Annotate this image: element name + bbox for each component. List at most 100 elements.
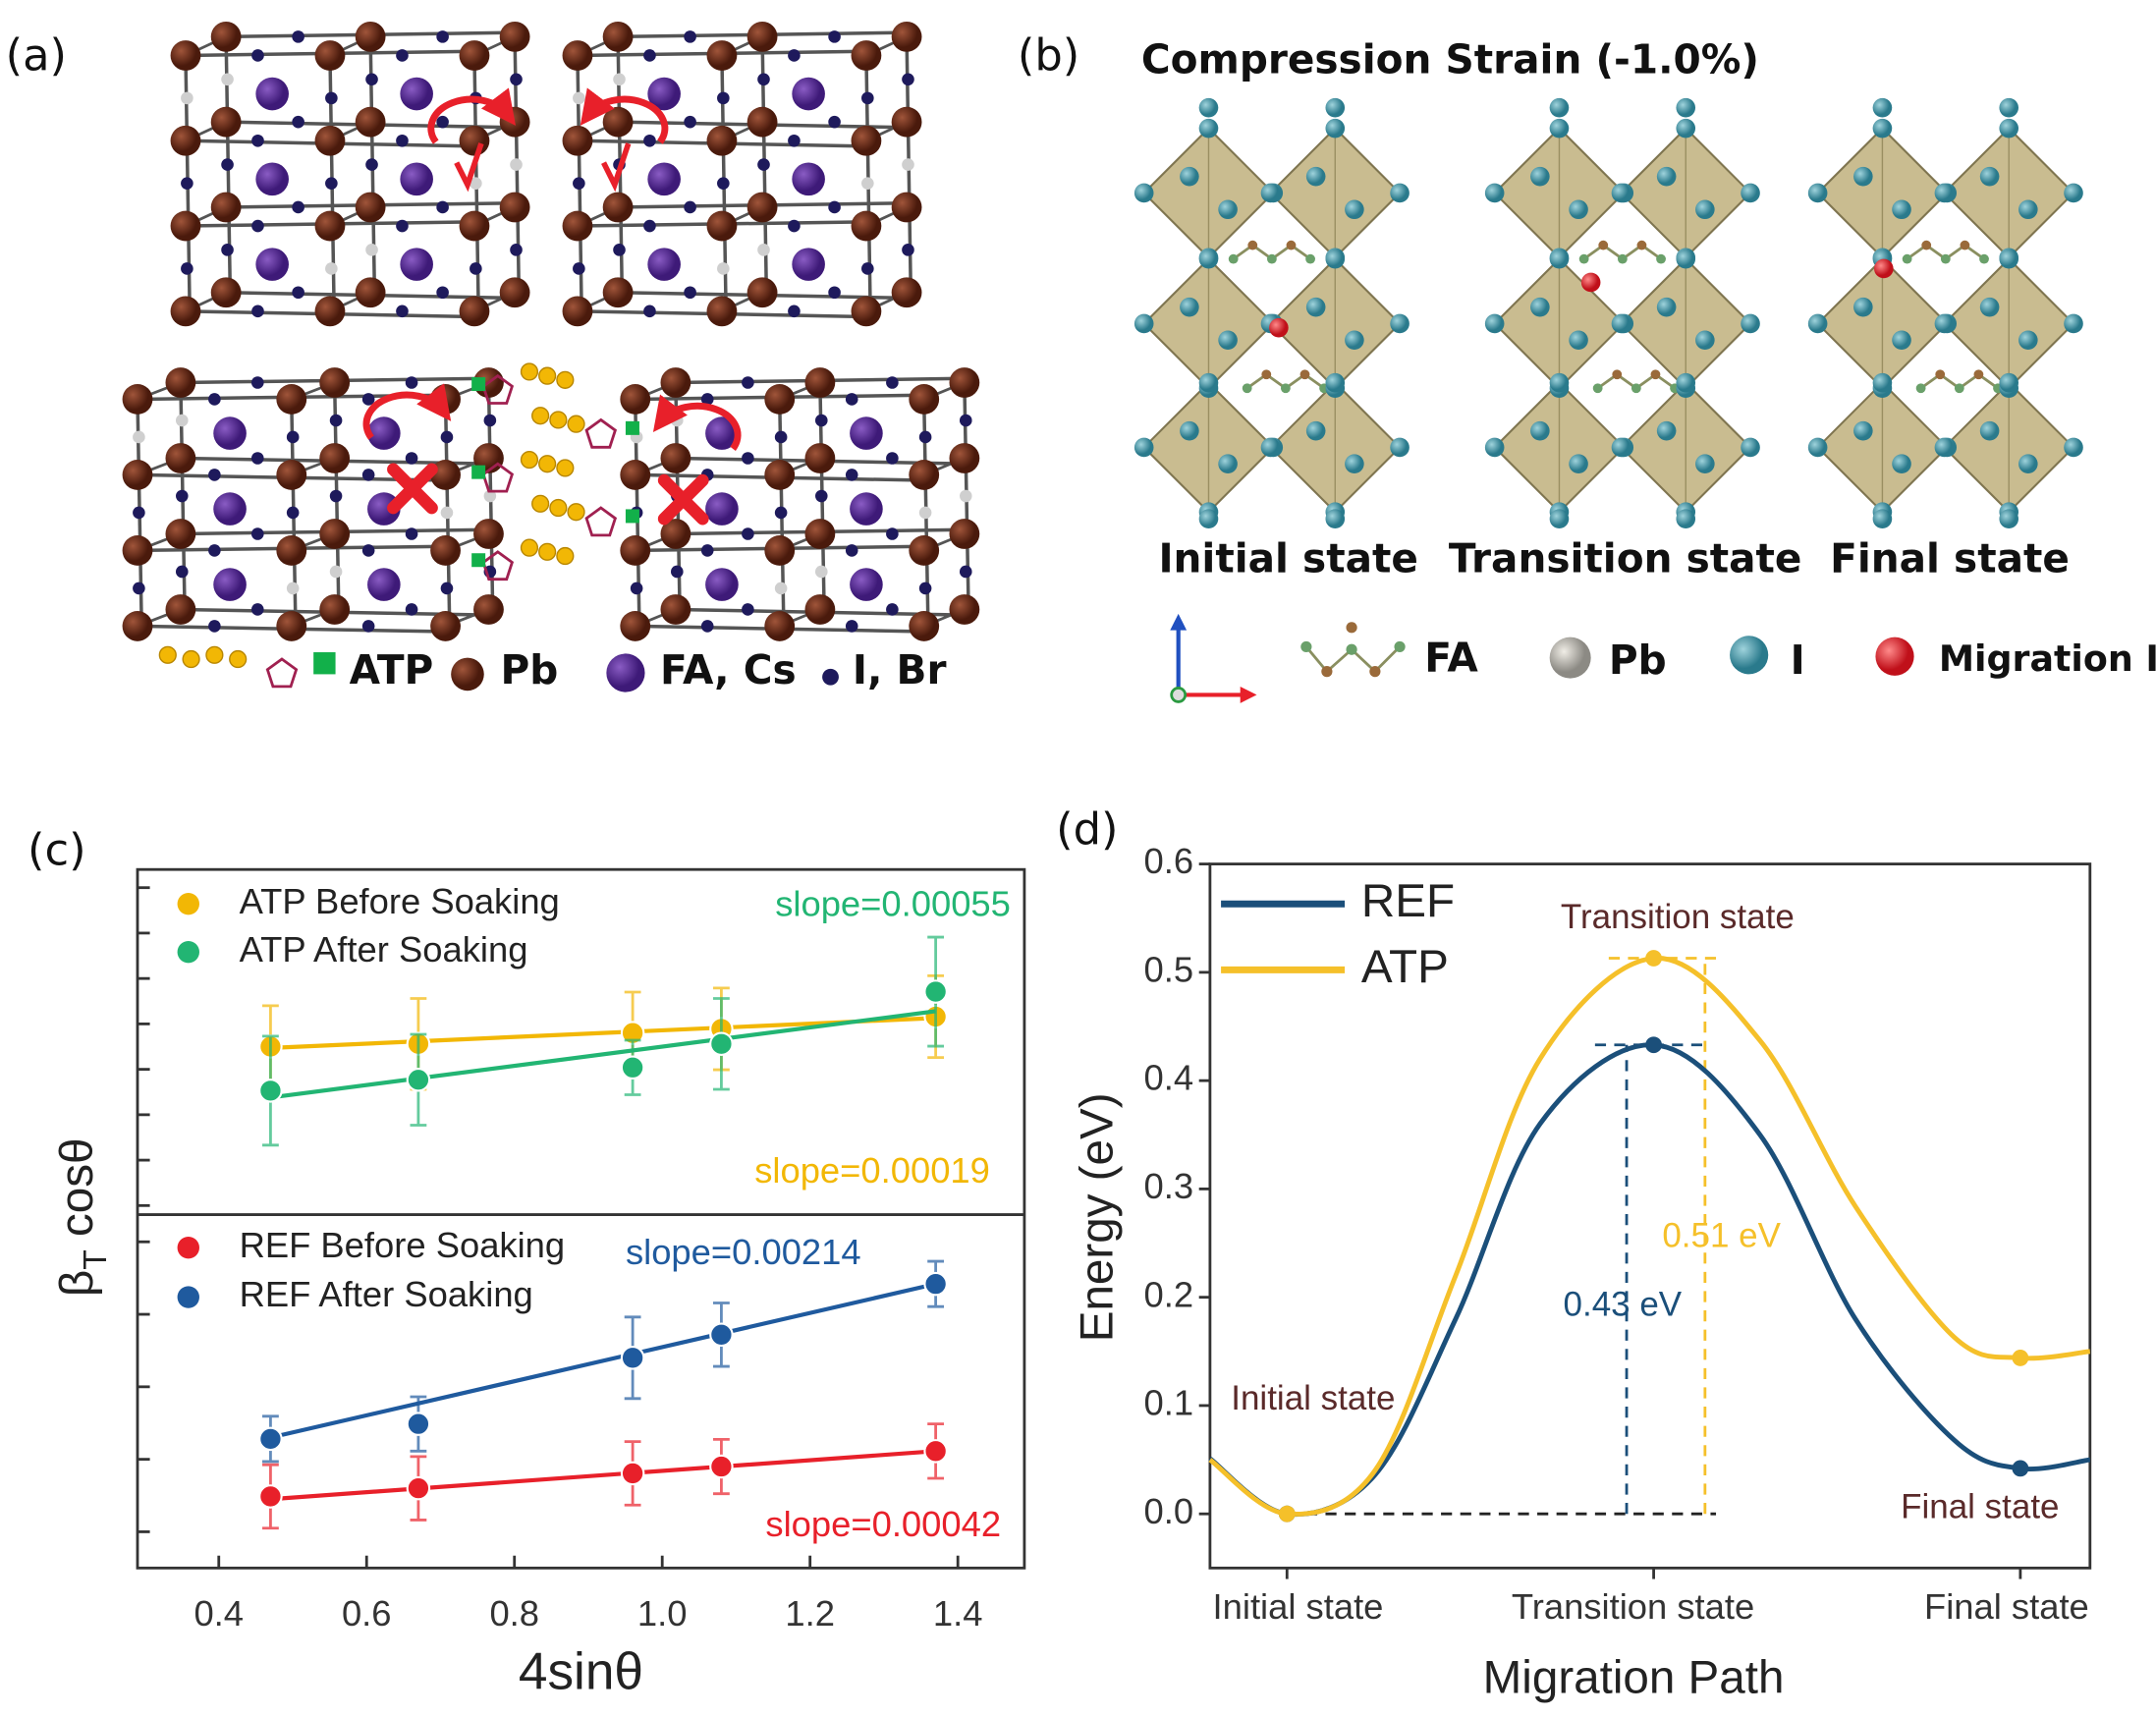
halide [251, 49, 264, 62]
panel-label: (d) [1056, 803, 1118, 855]
iodide [1656, 420, 1677, 441]
halide [292, 200, 304, 214]
state-point [1645, 950, 1662, 967]
lead [355, 192, 386, 223]
fa-atom [1266, 253, 1277, 264]
state-point [1278, 1505, 1296, 1523]
fa-atom [1286, 240, 1297, 250]
atp-chain [549, 498, 568, 518]
cation [400, 162, 433, 196]
fit-line [270, 1009, 936, 1100]
iodide [1853, 166, 1873, 187]
halide [208, 393, 221, 406]
legend-marker [177, 1286, 199, 1308]
lead [122, 535, 153, 566]
halide [757, 73, 770, 86]
lead [620, 460, 651, 490]
legend-label: Pb [1609, 637, 1667, 684]
atp-chain [531, 407, 550, 425]
cation [400, 248, 433, 281]
halide [573, 91, 585, 105]
legend-marker [177, 940, 199, 964]
halide [757, 158, 770, 171]
fa-atom [1636, 240, 1647, 250]
data-point [258, 1079, 283, 1103]
x-tick-label: 0.8 [489, 1593, 539, 1634]
atp-chain [520, 450, 539, 470]
halide [684, 115, 696, 129]
lead [319, 367, 351, 398]
fa-atom [1617, 253, 1628, 264]
iodide [1549, 509, 1570, 529]
atp-anchor [471, 377, 486, 392]
data-point [620, 1346, 645, 1370]
lead [499, 21, 530, 52]
halide [643, 305, 656, 318]
halide [630, 582, 643, 595]
halide [643, 134, 656, 147]
iodide [1325, 118, 1346, 138]
cation [850, 568, 883, 601]
y-tick-label: 0.0 [1144, 1491, 1194, 1531]
iodide [1484, 183, 1505, 203]
halide [643, 219, 656, 233]
data-point [709, 1322, 734, 1348]
atp-ring [481, 550, 515, 582]
lead [891, 106, 922, 138]
halide [365, 73, 378, 86]
halide [788, 305, 801, 318]
legend-label: ATP [350, 646, 434, 693]
iodide [1390, 313, 1410, 334]
cation [367, 568, 401, 601]
atp-anchor [625, 420, 639, 435]
halide [250, 527, 264, 540]
lead [746, 21, 778, 52]
atp-chain [556, 459, 575, 477]
iodide [1325, 97, 1346, 118]
halide [365, 244, 378, 256]
halide [886, 376, 899, 389]
state-label: Transition state [1449, 535, 1802, 582]
lead [170, 40, 201, 71]
fa-atom [1228, 253, 1239, 264]
lead [276, 460, 307, 490]
atp-anchor [471, 465, 486, 479]
halide [573, 262, 585, 275]
iodide [1676, 249, 1696, 269]
lead [314, 125, 346, 156]
cation [255, 77, 289, 111]
lead [314, 296, 346, 327]
iodide [1807, 437, 1828, 458]
halide [959, 414, 972, 427]
data-point [923, 979, 948, 1004]
fa-atom [1299, 369, 1310, 380]
halide [788, 134, 801, 147]
legend-label: Migration I [1939, 637, 2156, 680]
structure [1133, 97, 1410, 529]
legend-label: Pb [501, 646, 559, 693]
atp-chain [549, 411, 568, 429]
lead [949, 367, 980, 398]
iodide [1345, 454, 1364, 474]
panel-label: (c) [28, 823, 86, 875]
iodide [1611, 313, 1631, 334]
iodide [1260, 183, 1281, 203]
iodide [2018, 330, 2038, 351]
iodide [1325, 372, 1346, 393]
lead [620, 384, 651, 415]
iodide [1741, 437, 1760, 458]
halide [861, 262, 874, 275]
iodide [1611, 183, 1631, 203]
lead [764, 460, 796, 490]
legend-migration-iodide [1875, 637, 1914, 676]
halide [208, 544, 221, 557]
halide [405, 376, 418, 389]
lead [949, 443, 980, 473]
lead [602, 192, 634, 223]
iodide [1892, 330, 1911, 351]
halide [814, 414, 828, 427]
lead [804, 367, 836, 398]
halide [470, 262, 482, 275]
y-tick-label: 0.1 [1144, 1383, 1194, 1423]
halide [329, 489, 343, 503]
